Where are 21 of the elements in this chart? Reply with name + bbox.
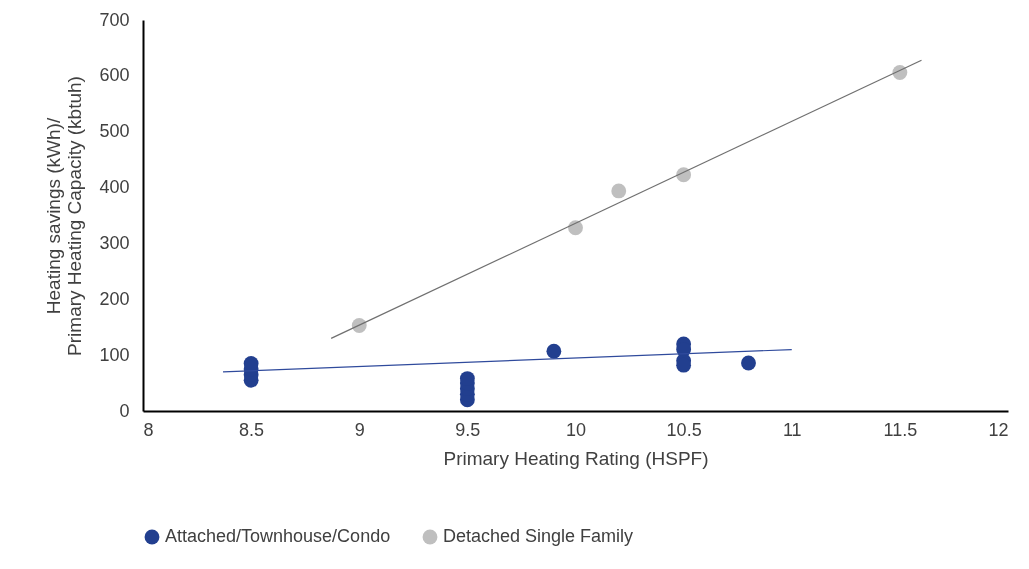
- x-tick-label: 10.5: [666, 419, 702, 440]
- x-tick-label: 10: [565, 419, 587, 440]
- legend-label: Detached Single Family: [443, 526, 634, 546]
- x-tick-label: 9.5: [455, 419, 481, 440]
- y-tick-label: 400: [99, 177, 130, 198]
- x-tick-label: 8: [143, 419, 154, 440]
- x-tick-label: 8.5: [239, 419, 265, 440]
- y-tick-label: 200: [99, 288, 130, 309]
- x-tick-label: 12: [988, 419, 1009, 440]
- y-axis-title: Heating savings (kWh)/ Primary Heating Capacity (kbtuh): [43, 76, 86, 356]
- y-tick-label: 100: [99, 344, 130, 365]
- legend-label: Attached/Townhouse/Condo: [165, 526, 391, 546]
- y-tick-label: 500: [99, 121, 130, 142]
- y-tick-label: 600: [99, 65, 130, 86]
- x-axis-title: Primary Heating Rating (HSPF): [443, 447, 709, 469]
- x-tick-label: 9: [354, 419, 365, 440]
- x-tick-label: 11.5: [883, 419, 918, 440]
- y-tick-label: 0: [119, 400, 130, 421]
- x-tick-label: 11: [782, 419, 802, 440]
- y-tick-label: 700: [99, 9, 130, 30]
- y-tick-label: 300: [99, 232, 130, 253]
